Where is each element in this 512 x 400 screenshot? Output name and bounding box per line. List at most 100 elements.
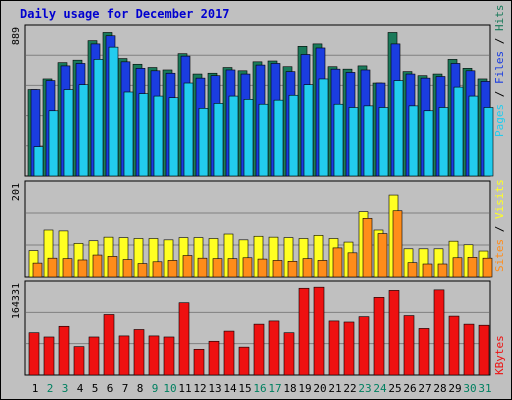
- pages-bar-day-22: [348, 107, 359, 177]
- sites-bar-day-17: [272, 260, 283, 278]
- x-tick-label-27: 27: [418, 382, 431, 395]
- kbytes-bar-day-28: [433, 289, 445, 376]
- kbytes-bar-day-19: [298, 287, 310, 376]
- kbytes-bar-day-20: [313, 286, 325, 376]
- kbytes-bar-day-13: [208, 340, 220, 376]
- pages-bar-day-4: [78, 84, 89, 177]
- sites-bar-day-18: [287, 261, 298, 278]
- x-tick-label-4: 4: [77, 382, 84, 395]
- x-tick-label-29: 29: [448, 382, 461, 395]
- kbytes-bar-day-9: [148, 335, 160, 376]
- x-tick-label-26: 26: [403, 382, 416, 395]
- kbytes-bar-day-12: [193, 348, 205, 376]
- kbytes-bar-day-6: [103, 314, 115, 376]
- kbytes-bar-day-11: [178, 302, 190, 376]
- kbytes-bar-day-24: [373, 297, 385, 376]
- legend-hits: Hits: [493, 5, 506, 32]
- pages-bar-day-5: [93, 59, 104, 177]
- pages-bar-day-9: [153, 95, 164, 177]
- kbytes-bar-day-1: [28, 332, 40, 376]
- kbytes-bar-day-10: [163, 336, 175, 376]
- x-tick-label-23: 23: [358, 382, 371, 395]
- kbytes-bar-day-17: [268, 320, 280, 376]
- x-tick-label-14: 14: [223, 382, 237, 395]
- pages-bar-day-20: [318, 78, 329, 177]
- legend-sep: /: [493, 84, 506, 104]
- pages-bar-day-12: [198, 108, 209, 177]
- legend-label-bottom: KBytes: [493, 335, 506, 375]
- sites-bar-day-15: [242, 257, 253, 278]
- pages-bar-day-17: [273, 99, 284, 177]
- kbytes-bar-day-3: [58, 325, 70, 376]
- sites-bar-day-12: [197, 257, 208, 278]
- pages-bar-day-10: [168, 97, 179, 177]
- kbytes-bar-day-15: [238, 346, 250, 376]
- pages-bar-day-30: [468, 95, 479, 177]
- sites-bar-day-6: [107, 256, 118, 278]
- pages-bar-day-8: [138, 93, 149, 177]
- legend-label-middle: Sites / Visits: [493, 179, 506, 272]
- pages-bar-day-27: [423, 110, 434, 177]
- sites-bar-day-7: [122, 259, 133, 278]
- legend-pages: Pages: [493, 104, 506, 137]
- sites-bar-day-24: [377, 233, 388, 278]
- x-tick-label-25: 25: [388, 382, 401, 395]
- pages-bar-day-14: [228, 95, 239, 177]
- x-tick-label-19: 19: [298, 382, 311, 395]
- x-tick-label-22: 22: [343, 382, 356, 395]
- pages-bar-day-21: [333, 103, 344, 177]
- pages-bar-day-13: [213, 103, 224, 177]
- sites-bar-day-4: [77, 259, 88, 278]
- x-tick-label-20: 20: [313, 382, 326, 395]
- legend-visits: Visits: [493, 179, 506, 219]
- pages-bar-day-7: [123, 91, 134, 177]
- x-tick-label-6: 6: [107, 382, 114, 395]
- pages-bar-day-15: [243, 99, 254, 177]
- kbytes-bar-day-29: [448, 315, 460, 376]
- kbytes-bar-day-4: [73, 346, 85, 376]
- sites-bar-day-13: [212, 258, 223, 278]
- sites-bar-day-27: [422, 263, 433, 278]
- pages-bar-day-31: [483, 107, 494, 177]
- x-tick-label-10: 10: [163, 382, 176, 395]
- x-tick-label-24: 24: [373, 382, 387, 395]
- x-tick-label-3: 3: [62, 382, 69, 395]
- sites-bar-day-19: [302, 258, 313, 278]
- x-tick-label-12: 12: [193, 382, 206, 395]
- kbytes-bar-day-26: [403, 315, 415, 376]
- pages-bar-day-25: [393, 80, 404, 177]
- kbytes-bar-day-7: [118, 335, 130, 376]
- kbytes-bar-day-18: [283, 332, 295, 376]
- pages-bar-day-23: [363, 105, 374, 177]
- kbytes-bar-day-25: [388, 290, 400, 376]
- x-tick-label-17: 17: [268, 382, 281, 395]
- kbytes-bar-day-5: [88, 336, 100, 376]
- sites-bar-day-28: [437, 263, 448, 278]
- x-tick-label-18: 18: [283, 382, 296, 395]
- x-tick-label-2: 2: [47, 382, 54, 395]
- kbytes-bar-day-22: [343, 321, 355, 376]
- pages-bar-day-3: [63, 89, 74, 177]
- kbytes-bar-day-30: [463, 323, 475, 376]
- sites-bar-day-10: [167, 260, 178, 278]
- legend-kbytes: KBytes: [493, 335, 506, 375]
- pages-bar-day-2: [48, 110, 59, 177]
- sites-bar-day-16: [257, 258, 268, 278]
- x-tick-label-28: 28: [433, 382, 446, 395]
- pages-bar-day-18: [288, 94, 299, 177]
- pages-bar-day-24: [378, 107, 389, 177]
- kbytes-bar-day-16: [253, 323, 265, 376]
- x-tick-label-1: 1: [32, 382, 39, 395]
- pages-bar-day-26: [408, 105, 419, 177]
- kbytes-bar-day-14: [223, 330, 235, 376]
- x-tick-label-7: 7: [122, 382, 129, 395]
- x-tick-label-15: 15: [238, 382, 251, 395]
- kbytes-bar-day-23: [358, 316, 370, 376]
- sites-bar-day-23: [362, 218, 373, 278]
- sites-bar-day-31: [482, 257, 493, 278]
- x-tick-label-31: 31: [478, 382, 491, 395]
- sites-bar-day-29: [452, 257, 463, 278]
- x-tick-label-13: 13: [208, 382, 221, 395]
- kbytes-bar-day-21: [328, 320, 340, 376]
